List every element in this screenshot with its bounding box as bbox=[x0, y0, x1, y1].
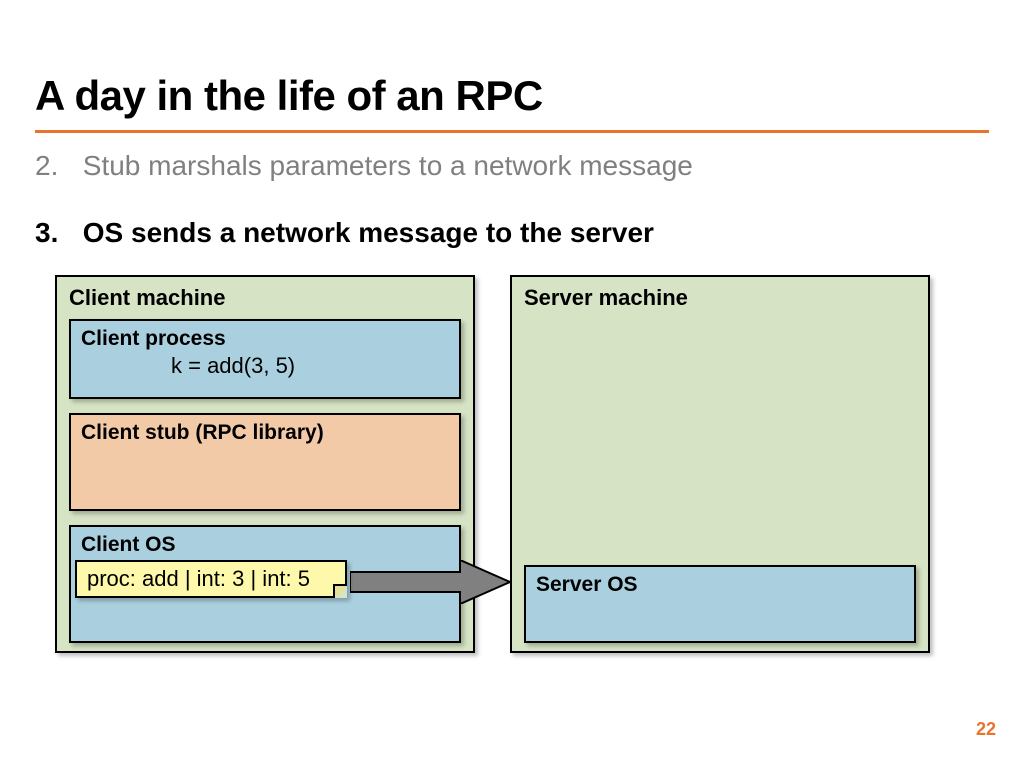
title-underline bbox=[35, 130, 989, 133]
client-process-box: Client process k = add(3, 5) bbox=[69, 319, 461, 399]
arrow-icon bbox=[350, 560, 510, 604]
message-note-text: proc: add | int: 3 | int: 5 bbox=[87, 566, 310, 591]
client-stub-box: Client stub (RPC library) bbox=[69, 413, 461, 511]
step-2-text: Stub marshals parameters to a network me… bbox=[83, 150, 693, 181]
step-2: 2. Stub marshals parameters to a network… bbox=[35, 148, 693, 184]
slide-title: A day in the life of an RPC bbox=[35, 72, 543, 120]
client-process-label: Client process bbox=[71, 321, 459, 353]
server-machine-box: Server machine Server OS bbox=[510, 275, 930, 653]
page-number: 22 bbox=[976, 719, 996, 740]
client-machine-label: Client machine bbox=[57, 277, 473, 315]
client-stub-label: Client stub (RPC library) bbox=[71, 415, 459, 447]
client-process-body: k = add(3, 5) bbox=[71, 353, 459, 387]
step-3: 3. OS sends a network message to the ser… bbox=[35, 215, 654, 251]
step-3-text: OS sends a network message to the server bbox=[83, 217, 654, 248]
step-2-number: 2. bbox=[35, 148, 75, 184]
message-arrow bbox=[350, 560, 510, 604]
client-os-label: Client OS bbox=[71, 527, 459, 559]
step-3-number: 3. bbox=[35, 215, 75, 251]
message-note: proc: add | int: 3 | int: 5 bbox=[75, 560, 347, 598]
server-os-box: Server OS bbox=[524, 565, 916, 643]
note-fold-shade-icon bbox=[333, 584, 347, 598]
server-os-label: Server OS bbox=[526, 567, 914, 599]
server-machine-label: Server machine bbox=[512, 277, 928, 315]
